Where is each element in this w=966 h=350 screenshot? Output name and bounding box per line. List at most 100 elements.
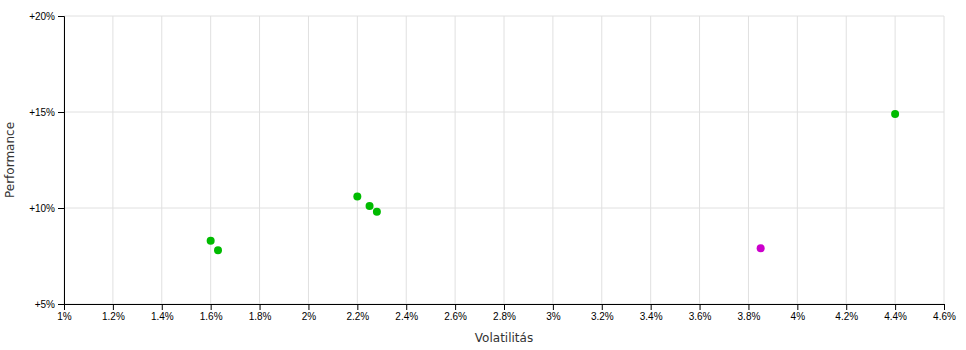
chart: 1% 1.2% 1.4% 1.6% 1.8% 2% 2.2% 2.4% 2.6% 2.8% 3% 3.… [0, 0, 966, 350]
x-tick-mark [846, 304, 847, 310]
x-axis: 1% 1.2% 1.4% 1.6% 1.8% 2% 2.2% 2.4% 2.6% 2.8% 3% 3.… [57, 304, 956, 322]
point [214, 246, 222, 254]
grid-line-x [504, 16, 505, 304]
x-tick: 2.2% [346, 304, 369, 322]
x-tick-label: 1.6% [200, 311, 223, 322]
x-tick: 4.4% [884, 304, 907, 322]
y-tick-mark [58, 112, 64, 113]
x-tick-label: 3.2% [591, 311, 614, 322]
grid-line-y [64, 112, 944, 113]
x-tick-label: 3% [546, 311, 561, 322]
marks [207, 110, 899, 254]
x-axis-title: Volatilitás [475, 331, 533, 345]
x-tick-mark [162, 304, 163, 310]
x-tick: 3.4% [640, 304, 663, 322]
x-tick: 1.2% [102, 304, 125, 322]
x-tick: 1.8% [249, 304, 272, 322]
x-tick-label: 2.8% [493, 311, 516, 322]
x-tick: 2.8% [493, 304, 516, 322]
x-tick-mark [308, 304, 309, 310]
x-tick: 3.6% [689, 304, 712, 322]
grid [64, 16, 944, 304]
y-tick-label: +10% [29, 203, 55, 214]
grid-line-x [455, 16, 456, 304]
x-tick-mark [895, 304, 896, 310]
grid-line-x [797, 16, 798, 304]
series [207, 110, 899, 254]
x-tick-mark [504, 304, 505, 310]
x-tick-label: 4.4% [884, 311, 907, 322]
x-tick-mark [113, 304, 114, 310]
y-tick: +5% [35, 299, 64, 310]
x-tick: 1% [57, 304, 72, 322]
grid-line-x [650, 16, 651, 304]
y-tick: +15% [29, 107, 64, 118]
y-tick-label: +20% [29, 11, 55, 22]
x-tick-label: 2.4% [395, 311, 418, 322]
y-tick-mark [58, 208, 64, 209]
x-tick-label: 1% [57, 311, 72, 322]
grid-line-x [210, 16, 211, 304]
x-axis-line [65, 305, 945, 311]
point [207, 237, 215, 245]
x-tick: 2.4% [395, 304, 418, 322]
point [891, 110, 899, 118]
y-axis: +5% +10% +15% +20% [29, 11, 64, 310]
grid-line-y [64, 208, 944, 209]
point [366, 202, 374, 210]
grid-line-x [161, 16, 162, 304]
x-tick-label: 4.6% [933, 311, 956, 322]
y-axis-title: Performance [3, 122, 17, 198]
grid-line-x [601, 16, 602, 304]
x-tick-mark [553, 304, 554, 310]
y-tick-label: +15% [29, 107, 55, 118]
point [353, 192, 361, 200]
grid-line-x [357, 16, 358, 304]
x-tick-label: 1.2% [102, 311, 125, 322]
x-tick-label: 4.2% [835, 311, 858, 322]
x-tick-label: 1.8% [249, 311, 272, 322]
grid-line-x [112, 16, 113, 304]
x-tick: 3.8% [738, 304, 761, 322]
x-tick-mark [211, 304, 212, 310]
x-tick-label: 3.8% [738, 311, 761, 322]
x-tick-label: 2.6% [444, 311, 467, 322]
x-tick: 1.6% [200, 304, 223, 322]
y-tick-label: +5% [35, 299, 55, 310]
y-tick: +20% [29, 11, 64, 22]
x-tick-mark [748, 304, 749, 310]
series [757, 244, 765, 252]
x-tick-label: 3.4% [640, 311, 663, 322]
y-tick-mark [58, 16, 64, 17]
plot: 1% 1.2% 1.4% 1.6% 1.8% 2% 2.2% 2.4% 2.6% 2.8% 3% 3.… [29, 11, 956, 322]
x-tick: 4% [791, 304, 806, 322]
x-tick: 4.2% [835, 304, 858, 322]
point [373, 208, 381, 216]
grid-line-x [748, 16, 749, 304]
grid-line-x [552, 16, 553, 304]
x-tick-label: 2% [302, 311, 317, 322]
grid-line-x [944, 16, 945, 304]
x-tick-mark [797, 304, 798, 310]
x-tick: 3% [546, 304, 561, 322]
grid-line-x [308, 16, 309, 304]
grid-line-x [699, 16, 700, 304]
x-tick: 4.6% [933, 304, 956, 322]
x-tick-label: 1.4% [151, 311, 174, 322]
x-tick-mark [651, 304, 652, 310]
x-tick: 2.6% [444, 304, 467, 322]
grid-line-x [895, 16, 896, 304]
x-tick-mark [944, 304, 945, 310]
x-tick-label: 3.6% [689, 311, 712, 322]
x-tick-mark [700, 304, 701, 310]
y-tick-mark [58, 304, 64, 305]
grid-line-x [846, 16, 847, 304]
grid-line-x [406, 16, 407, 304]
x-tick-mark [357, 304, 358, 310]
point [757, 244, 765, 252]
x-tick: 1.4% [151, 304, 174, 322]
x-tick-mark [406, 304, 407, 310]
x-tick-label: 4% [791, 311, 806, 322]
x-tick-label: 2.2% [346, 311, 369, 322]
x-tick-mark [260, 304, 261, 310]
